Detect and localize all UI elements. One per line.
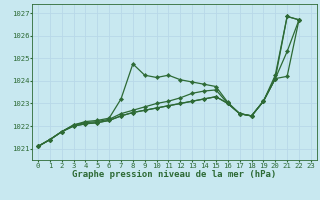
X-axis label: Graphe pression niveau de la mer (hPa): Graphe pression niveau de la mer (hPa) (72, 170, 276, 179)
